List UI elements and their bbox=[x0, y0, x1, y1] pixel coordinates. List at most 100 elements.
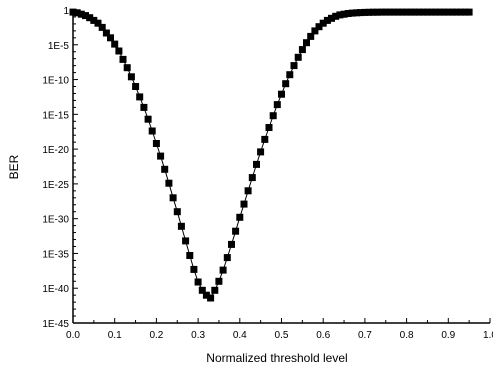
data-point bbox=[386, 8, 394, 16]
data-point bbox=[111, 40, 119, 48]
data-point bbox=[261, 135, 269, 143]
data-point bbox=[240, 200, 248, 208]
data-point bbox=[123, 64, 131, 72]
data-point bbox=[211, 286, 219, 294]
data-point bbox=[182, 237, 190, 245]
data-point bbox=[328, 14, 335, 22]
data-point bbox=[223, 254, 231, 262]
data-point bbox=[90, 16, 98, 24]
data-point bbox=[461, 8, 469, 16]
data-point bbox=[273, 101, 281, 109]
data-point bbox=[432, 8, 440, 16]
data-point bbox=[282, 80, 290, 88]
data-point bbox=[453, 8, 461, 16]
data-point bbox=[378, 8, 386, 16]
data-point bbox=[290, 62, 298, 70]
data-point bbox=[286, 71, 294, 79]
data-point bbox=[173, 208, 181, 216]
data-point bbox=[198, 286, 206, 294]
data-point bbox=[415, 8, 423, 16]
y-tick-label: 1E-5 bbox=[48, 41, 70, 52]
x-tick-label: 0.3 bbox=[191, 330, 205, 341]
data-point bbox=[202, 291, 210, 299]
y-tick-label: 1 bbox=[63, 6, 69, 17]
y-tick-label: 1E-25 bbox=[42, 180, 69, 191]
series-line bbox=[72, 11, 470, 299]
data-point bbox=[82, 12, 89, 20]
data-point bbox=[161, 165, 169, 173]
data-point bbox=[357, 9, 365, 17]
data-point bbox=[127, 73, 135, 81]
y-tick-label: 1E-45 bbox=[42, 319, 69, 330]
data-point bbox=[369, 8, 377, 16]
data-point bbox=[348, 9, 356, 17]
data-point bbox=[102, 29, 110, 37]
data-point bbox=[144, 115, 152, 123]
data-point bbox=[336, 11, 344, 19]
data-point bbox=[390, 8, 398, 16]
y-axis-title: BER bbox=[7, 154, 21, 179]
data-point bbox=[186, 252, 194, 259]
data-point bbox=[69, 8, 77, 16]
data-point bbox=[394, 8, 402, 16]
data-point bbox=[157, 152, 165, 160]
data-point bbox=[257, 148, 265, 156]
data-point bbox=[419, 8, 427, 16]
data-point bbox=[440, 8, 448, 16]
data-point bbox=[269, 112, 277, 120]
data-point bbox=[423, 8, 431, 16]
x-tick-label: 0.6 bbox=[316, 330, 330, 341]
x-tick-label: 0.5 bbox=[275, 330, 289, 341]
data-point bbox=[136, 93, 144, 101]
series-line-0 bbox=[72, 11, 470, 299]
data-point bbox=[444, 8, 452, 16]
data-point bbox=[403, 8, 411, 16]
data-point bbox=[315, 23, 323, 31]
data-point bbox=[265, 124, 273, 131]
data-point bbox=[207, 294, 215, 302]
data-point bbox=[407, 8, 415, 16]
data-point bbox=[303, 39, 310, 47]
axes bbox=[72, 10, 490, 324]
data-point bbox=[382, 8, 390, 16]
data-point bbox=[132, 83, 140, 90]
y-tick-label: 1E-20 bbox=[42, 145, 69, 156]
data-point bbox=[436, 8, 444, 16]
data-point bbox=[373, 8, 381, 16]
data-point bbox=[344, 10, 352, 17]
data-point bbox=[140, 103, 148, 111]
data-point bbox=[148, 127, 156, 135]
data-point bbox=[319, 19, 327, 27]
data-point bbox=[253, 160, 260, 168]
data-point bbox=[294, 53, 302, 61]
data-point bbox=[177, 222, 185, 230]
data-point bbox=[119, 55, 127, 63]
data-point bbox=[228, 240, 235, 248]
data-point bbox=[98, 23, 106, 31]
data-point bbox=[194, 278, 202, 286]
data-point bbox=[152, 140, 160, 147]
x-tick-label: 0.0 bbox=[66, 330, 80, 341]
data-point bbox=[411, 8, 419, 16]
data-point bbox=[353, 9, 361, 17]
data-point bbox=[449, 8, 456, 16]
data-point bbox=[311, 27, 319, 35]
data-point bbox=[107, 34, 114, 42]
data-point bbox=[215, 277, 223, 285]
x-tick-label: 1.0 bbox=[483, 330, 493, 341]
markers bbox=[69, 8, 473, 302]
x-tick-label: 0.1 bbox=[108, 330, 122, 341]
data-point bbox=[428, 8, 436, 16]
y-tick-label: 1E-15 bbox=[42, 110, 69, 121]
data-point bbox=[465, 8, 473, 16]
data-point bbox=[219, 266, 227, 274]
data-point bbox=[169, 194, 177, 202]
data-point bbox=[190, 265, 198, 273]
data-point bbox=[248, 174, 256, 182]
data-point bbox=[298, 46, 306, 54]
data-point bbox=[115, 47, 123, 55]
data-point bbox=[457, 8, 465, 16]
x-tick-label: 0.9 bbox=[441, 330, 455, 341]
data-point bbox=[361, 8, 369, 16]
